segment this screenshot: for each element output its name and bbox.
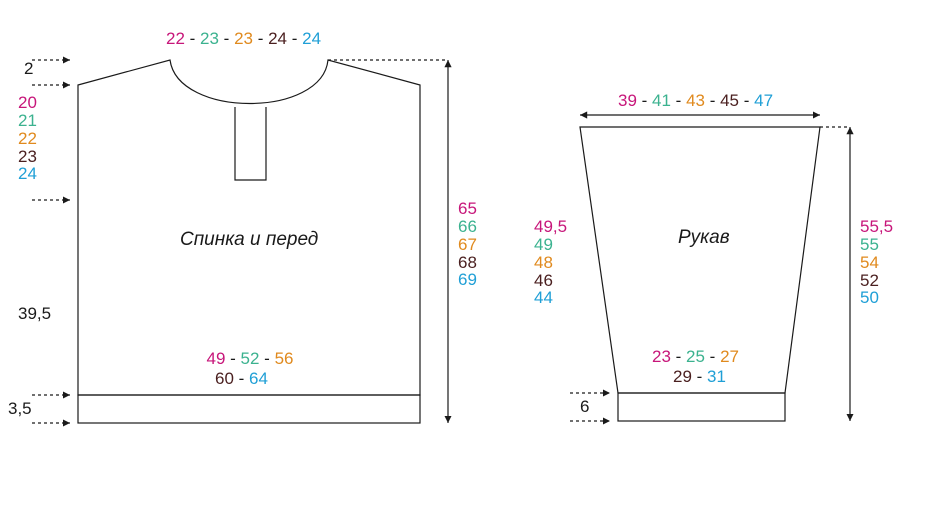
h5: 69 xyxy=(458,271,477,289)
sr1: 55,5 xyxy=(860,218,893,236)
sleeve-left-sizes: 49,5 49 48 46 44 xyxy=(534,218,567,307)
wr5: 31 xyxy=(707,367,726,386)
st1: 39 xyxy=(618,91,637,110)
sleeve-top-sizes: 39 - 41 - 43 - 45 - 47 xyxy=(618,92,773,110)
neck-sizes: 22 - 23 - 23 - 24 - 24 xyxy=(166,30,321,48)
st3: 43 xyxy=(686,91,705,110)
wr1: 23 xyxy=(652,347,671,366)
sleeve-title: Рукав xyxy=(678,228,730,248)
wr3: 27 xyxy=(720,347,739,366)
w4: 60 xyxy=(215,369,234,388)
st4: 45 xyxy=(720,91,739,110)
size-5: 24 xyxy=(302,29,321,48)
w3: 56 xyxy=(275,349,294,368)
w2: 52 xyxy=(241,349,260,368)
sl5: 44 xyxy=(534,289,567,307)
st2: 41 xyxy=(652,91,671,110)
body-width-2: 60 - 64 xyxy=(215,370,268,388)
cuff-marker: 6 xyxy=(580,398,589,416)
body-width-1: 49 - 52 - 56 xyxy=(195,350,305,368)
ah-5: 24 xyxy=(18,165,37,183)
h2: 66 xyxy=(458,218,477,236)
sl2: 49 xyxy=(534,236,567,254)
ah-4: 23 xyxy=(18,148,37,166)
ah-1: 20 xyxy=(18,94,37,112)
w5: 64 xyxy=(249,369,268,388)
h3: 67 xyxy=(458,236,477,254)
armhole-sizes: 20 21 22 23 24 xyxy=(18,94,37,183)
size-2: 23 xyxy=(200,29,219,48)
body-title: Спинка и перед xyxy=(180,230,318,250)
size-4: 24 xyxy=(268,29,287,48)
st5: 47 xyxy=(754,91,773,110)
hem-marker: 3,5 xyxy=(8,400,32,418)
sr5: 50 xyxy=(860,289,893,307)
size-1: 22 xyxy=(166,29,185,48)
sl4: 46 xyxy=(534,272,567,290)
shoulder-drop: 2 xyxy=(24,60,33,78)
wrist-row1: 23 - 25 - 27 xyxy=(652,348,739,366)
sleeve-right-sizes: 55,5 55 54 52 50 xyxy=(860,218,893,307)
wrist-row2: 29 - 31 xyxy=(673,368,726,386)
body-height-sizes: 65 66 67 68 69 xyxy=(458,200,477,289)
sr3: 54 xyxy=(860,254,893,272)
sr4: 52 xyxy=(860,272,893,290)
wr4: 29 xyxy=(673,367,692,386)
ah-3: 22 xyxy=(18,130,37,148)
ah-2: 21 xyxy=(18,112,37,130)
size-3: 23 xyxy=(234,29,253,48)
sr2: 55 xyxy=(860,236,893,254)
h1: 65 xyxy=(458,200,477,218)
wr2: 25 xyxy=(686,347,705,366)
sl1: 49,5 xyxy=(534,218,567,236)
w1: 49 xyxy=(207,349,226,368)
h4: 68 xyxy=(458,254,477,272)
sl3: 48 xyxy=(534,254,567,272)
side-marker: 39,5 xyxy=(18,305,51,323)
